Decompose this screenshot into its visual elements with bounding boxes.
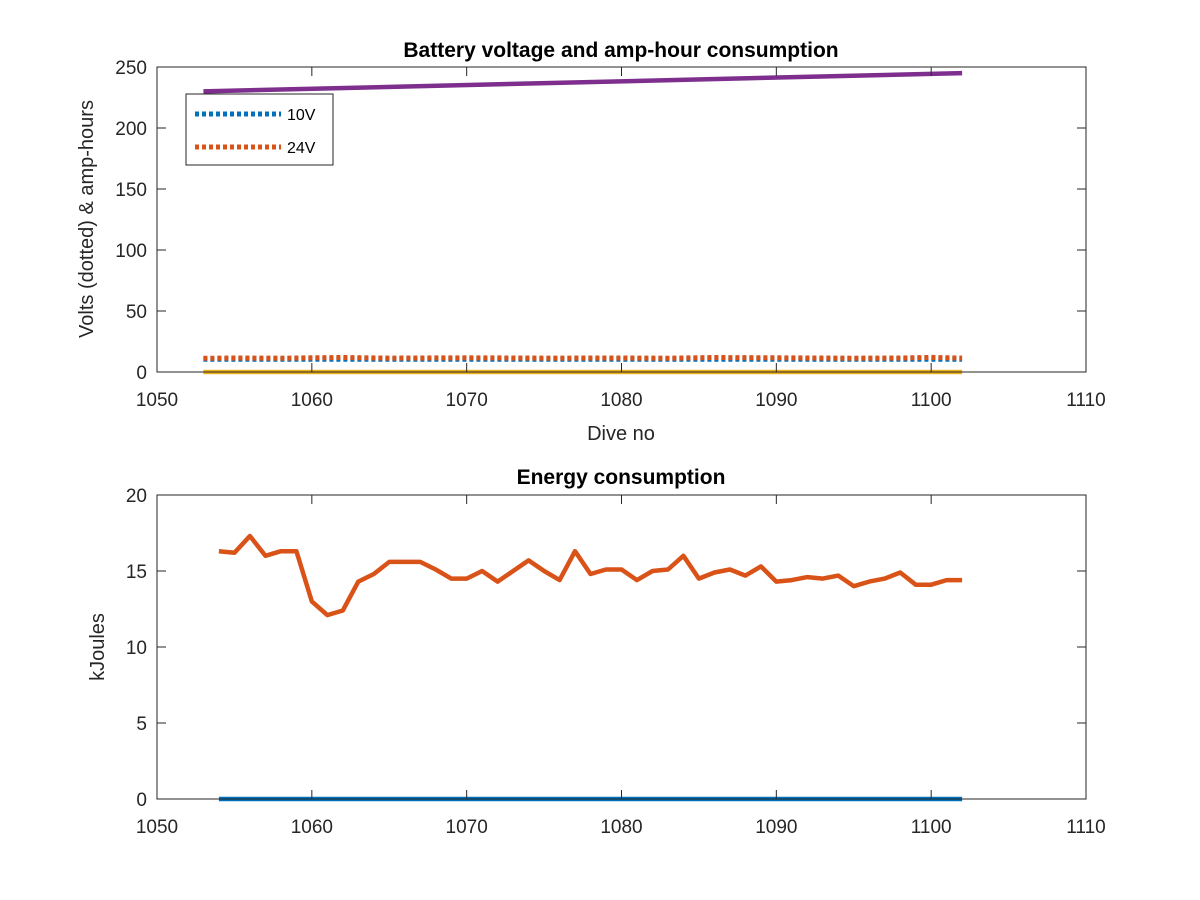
bottom-series-line-0 — [218, 533, 963, 618]
bottom-y-tick-label: 10 — [126, 638, 147, 659]
legend-label-10v: 10V — [287, 107, 316, 124]
top-y-tick-label: 0 — [136, 363, 147, 384]
bottom-x-tick-label: 1080 — [600, 817, 642, 838]
top-chart-title: Battery voltage and amp-hour consumption — [403, 39, 838, 62]
top-x-tick-label: 1060 — [291, 390, 333, 411]
bottom-y-tick-label: 15 — [126, 562, 147, 583]
bottom-chart-title: Energy consumption — [517, 466, 726, 489]
top-x-tick-label: 1090 — [755, 390, 797, 411]
top-y-tick-label: 150 — [115, 180, 147, 201]
legend-label-24v: 24V — [287, 140, 316, 157]
top-series-24v — [203, 354, 963, 361]
top-x-tick-label: 1070 — [446, 390, 488, 411]
top-y-tick-label: 250 — [115, 58, 147, 79]
bottom-y-tick-label: 5 — [136, 714, 147, 735]
bottom-x-tick-label: 1070 — [446, 817, 488, 838]
top-x-tick-label: 1110 — [1066, 390, 1105, 411]
bottom-x-tick-label: 1110 — [1066, 817, 1105, 838]
bottom-y-tick-label: 20 — [126, 486, 147, 507]
top-x-tick-label: 1100 — [911, 390, 952, 411]
bottom-x-tick-label: 1060 — [291, 817, 333, 838]
legend-box — [185, 93, 334, 166]
battery-voltage-plot: Battery voltage and amp-hour consumption… — [76, 39, 1106, 445]
top-y-axis-label: Volts (dotted) & amp-hours — [76, 100, 98, 338]
top-x-tick-label: 1050 — [136, 390, 178, 411]
top-series-line-3 — [203, 70, 963, 94]
top-y-tick-label: 200 — [115, 119, 147, 140]
top-x-axis-label: Dive no — [587, 423, 655, 445]
energy-consumption-plot: Energy consumption kJoules 1050 1060 1070 1… — [87, 466, 1106, 838]
bottom-x-tick-label: 1090 — [755, 817, 797, 838]
bottom-x-tick-label: 1100 — [911, 817, 952, 838]
bottom-y-axis-label: kJoules — [87, 613, 109, 681]
top-legend: 10V 24V — [185, 93, 334, 166]
bottom-x-tick-label: 1050 — [136, 817, 178, 838]
bottom-y-tick-label: 0 — [136, 790, 147, 811]
top-y-tick-label: 50 — [126, 302, 147, 323]
top-x-tick-label: 1080 — [600, 390, 642, 411]
top-y-tick-label: 100 — [115, 241, 147, 262]
